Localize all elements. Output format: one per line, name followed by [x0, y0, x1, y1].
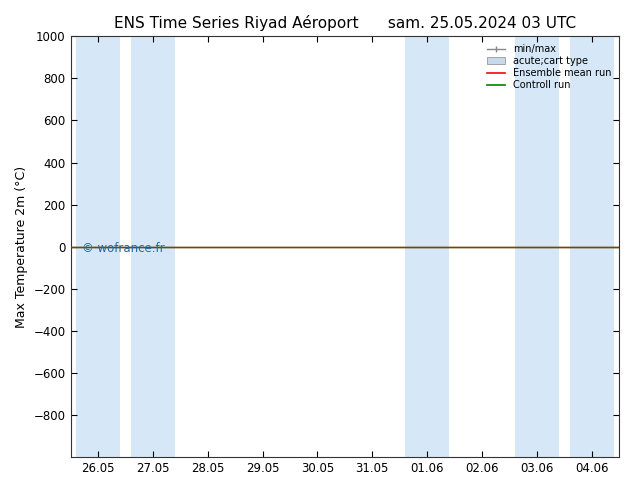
Title: ENS Time Series Riyad Aéroport      sam. 25.05.2024 03 UTC: ENS Time Series Riyad Aéroport sam. 25.0…: [113, 15, 576, 31]
Bar: [76, 36, 120, 457]
Bar: [405, 36, 449, 457]
Bar: [515, 36, 559, 457]
Y-axis label: Max Temperature 2m (°C): Max Temperature 2m (°C): [15, 166, 28, 328]
Bar: [131, 36, 175, 457]
Text: © wofrance.fr: © wofrance.fr: [82, 243, 164, 255]
Bar: [569, 36, 614, 457]
Legend: min/max, acute;cart type, Ensemble mean run, Controll run: min/max, acute;cart type, Ensemble mean …: [484, 41, 614, 93]
